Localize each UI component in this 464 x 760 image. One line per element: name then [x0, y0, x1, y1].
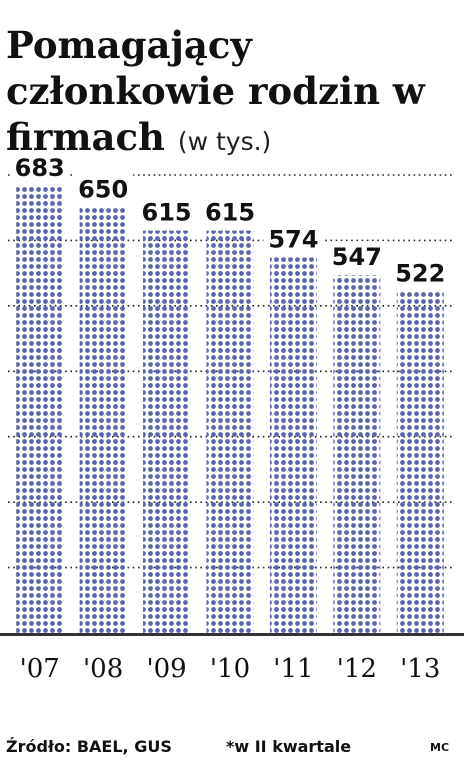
x-tick-label: '13	[400, 654, 440, 684]
data-label: 615	[205, 199, 255, 227]
data-label: 522	[395, 259, 445, 287]
x-tick-label: '07	[20, 654, 60, 684]
bar	[206, 230, 254, 633]
x-tick-label: '08	[83, 654, 123, 684]
data-label: 683	[15, 154, 65, 182]
bar	[143, 230, 191, 633]
data-label: 574	[268, 225, 318, 253]
data-label-background	[9, 152, 70, 183]
author-initials: MC	[430, 741, 450, 754]
bar	[396, 291, 444, 633]
x-tick-label: '12	[337, 654, 377, 684]
data-label-background	[390, 257, 451, 288]
bar	[333, 275, 381, 633]
bar	[79, 207, 127, 633]
bar	[16, 186, 64, 633]
x-tick-labels: '07 '08 '09 '10 '11 '12 '13	[20, 654, 441, 684]
data-label-background	[326, 241, 387, 272]
data-label: 650	[78, 176, 128, 204]
data-label: 547	[332, 243, 382, 271]
bar-chart: 683 650 615 615 574 547 522 '07 '08 '09 '10 '11 '12…	[0, 152, 464, 684]
chart-title: Pomagający członkowie rodzin w firmach (…	[6, 22, 458, 165]
x-tick-label: '09	[146, 654, 186, 684]
bars	[16, 186, 444, 633]
data-label-background	[200, 196, 260, 227]
data-label-background	[73, 173, 134, 204]
data-label-background	[136, 196, 197, 227]
data-label-background	[263, 223, 324, 254]
bar	[269, 257, 317, 633]
x-tick-label: '11	[273, 654, 313, 684]
source-note: Źródło: BAEL, GUS	[6, 737, 172, 756]
data-label: 615	[142, 199, 192, 227]
unit-label: (w tys.)	[177, 127, 272, 156]
footnote: *w II kwartale	[226, 737, 352, 756]
chart-title-text: Pomagający członkowie rodzin w firmach	[6, 23, 425, 159]
x-tick-label: '10	[210, 654, 250, 684]
data-labels: 683 650 615 615 574 547 522	[9, 152, 451, 288]
